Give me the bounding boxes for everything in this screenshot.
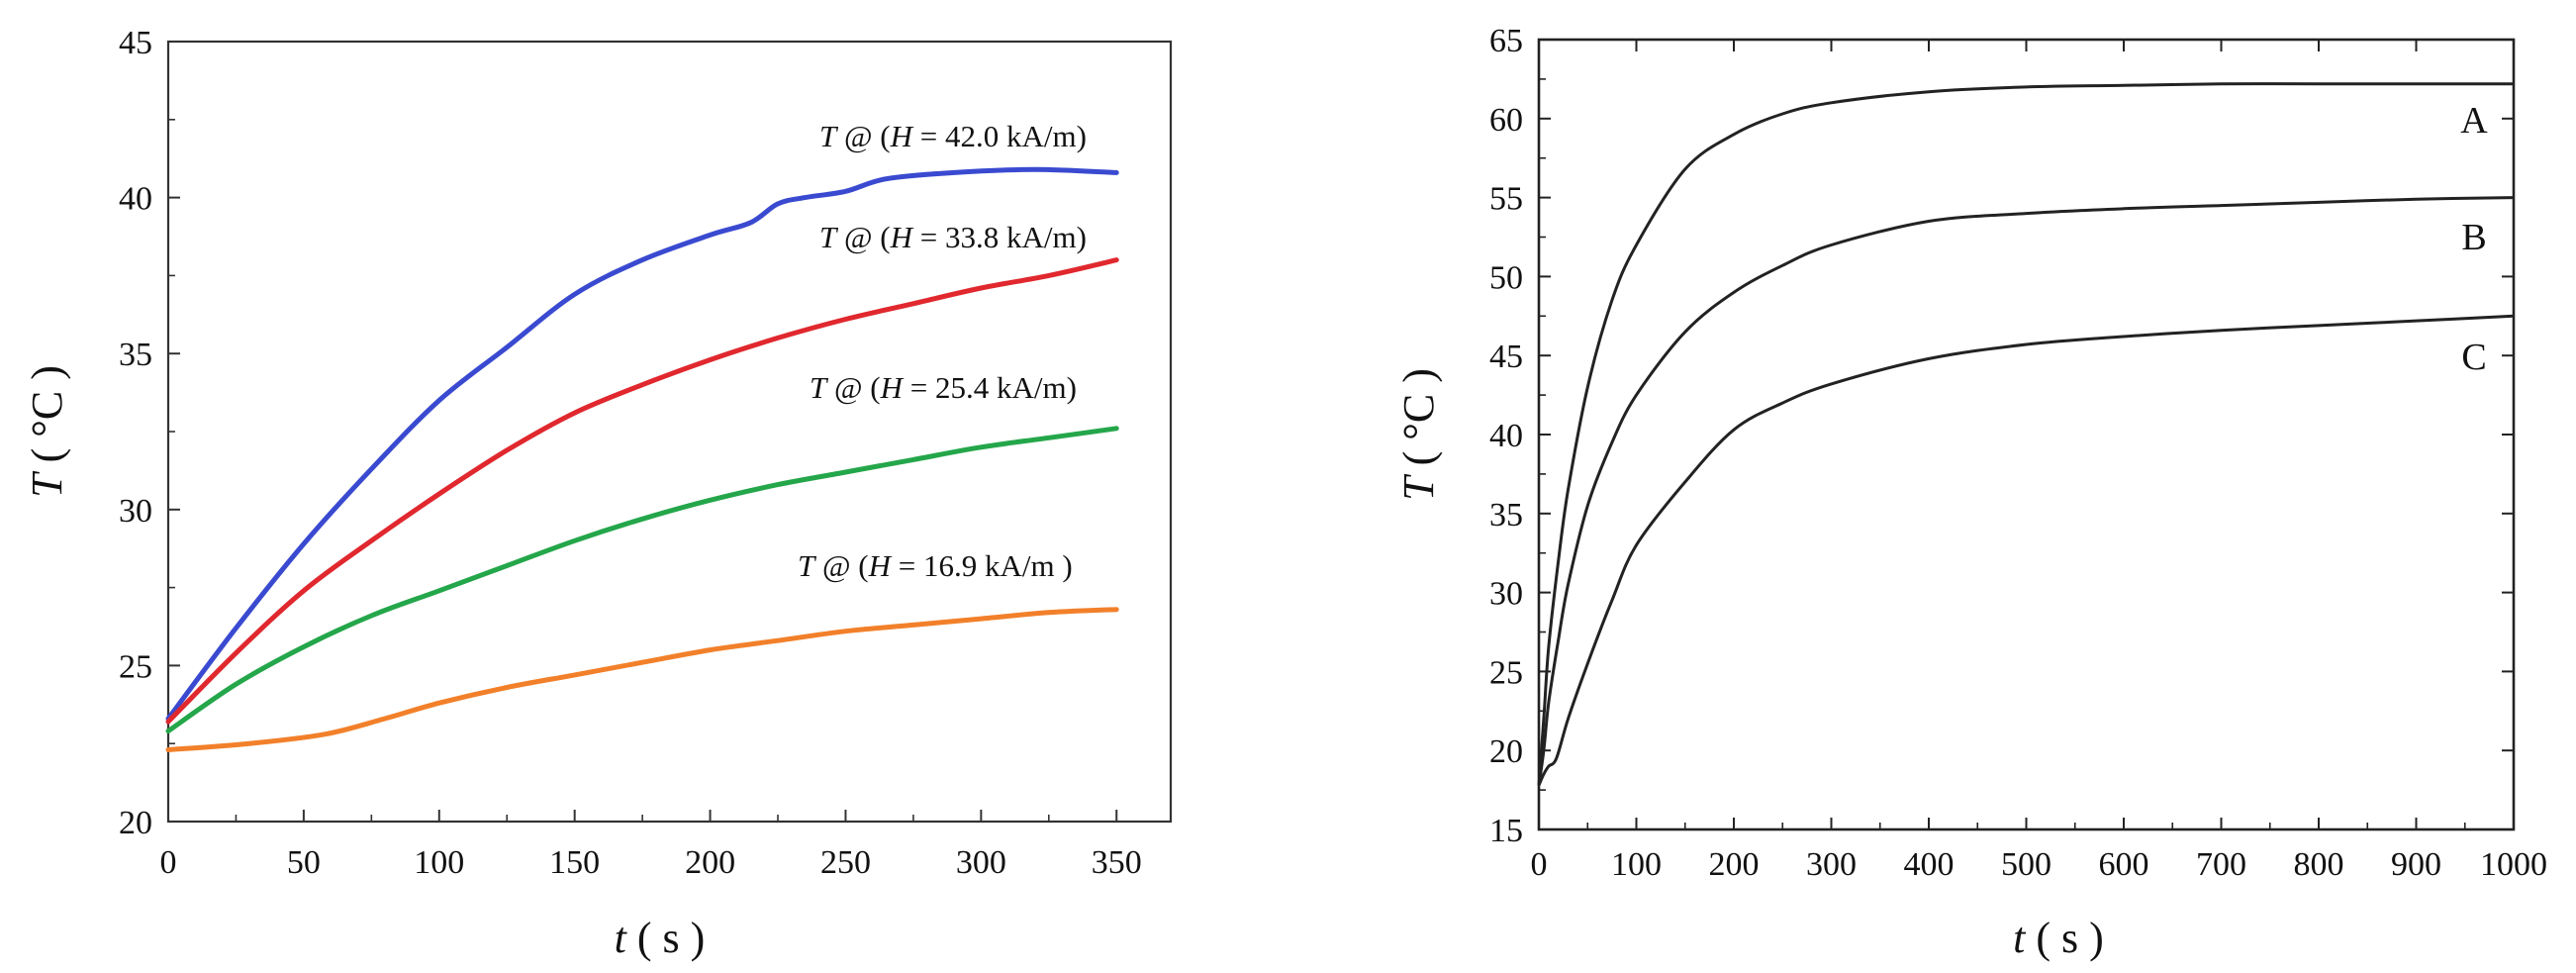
y-tick-label: 35 (119, 337, 152, 373)
x-tick-label: 100 (1611, 846, 1662, 883)
series-label-16.9: T @ (H = 16.9 kA/m ) (798, 548, 1073, 583)
x-tick-label: 200 (685, 844, 735, 881)
y-tick-label: 20 (1489, 733, 1523, 770)
y-tick-label: 25 (1489, 654, 1523, 691)
series-line-25.4 (165, 426, 1119, 734)
x-tick-label: 500 (2001, 846, 2051, 883)
y-tick-label: 30 (119, 493, 152, 530)
left-chart: 20 25 30 35 40 45 0 50 100 150 200 250 300 350 T @ (H … (23, 25, 1173, 962)
x-tick-label: 350 (1092, 844, 1142, 881)
x-tick-label: 0 (160, 844, 177, 881)
series-label-33.8: T @ (H = 33.8 kA/m) (819, 220, 1087, 254)
series-line-16.9 (165, 607, 1119, 752)
x-tick-label: 250 (820, 844, 871, 881)
x-tick-label: 300 (1806, 846, 1857, 883)
y-tick-label: 45 (119, 25, 152, 61)
series-line-42.0 (165, 166, 1119, 722)
x-tick-label: 400 (1904, 846, 1955, 883)
series-line-33.8 (165, 257, 1119, 725)
y-tick-label: 65 (1489, 23, 1523, 59)
x-axis-label: t ( s ) (615, 914, 706, 962)
x-tick-label: 600 (2099, 846, 2149, 883)
x-axis-label: t ( s ) (2013, 914, 2104, 962)
right-chart: 15 20 25 30 35 40 45 50 55 60 65 0 100 200 300 400 500 60… (1394, 23, 2547, 962)
y-axis-label: T ( °C ) (1394, 368, 1443, 501)
y-tick-label: 55 (1489, 181, 1523, 218)
series-label-25.4: T @ (H = 25.4 kA/m) (810, 370, 1077, 405)
x-tick-label: 0 (1531, 846, 1548, 883)
x-tick-label: 1000 (2480, 846, 2547, 883)
series-line-C (1537, 314, 2515, 786)
x-tick-label: 200 (1709, 846, 1760, 883)
y-tick-label: 35 (1489, 497, 1523, 534)
x-tick-label: 800 (2294, 846, 2344, 883)
y-tick-label: 20 (119, 805, 152, 841)
y-tick-label: 25 (119, 648, 152, 685)
series-line-A (1537, 82, 2514, 786)
x-tick-label: 100 (414, 844, 464, 881)
x-tick-label: 150 (549, 844, 600, 881)
y-tick-label: 45 (1489, 339, 1523, 375)
y-tick-label: 40 (119, 181, 152, 218)
x-tick-label: 900 (2391, 846, 2441, 883)
curve-label-C: C (2461, 337, 2486, 378)
x-tick-label: 50 (287, 844, 321, 881)
x-tick-label: 700 (2196, 846, 2246, 883)
y-tick-label: 40 (1489, 418, 1523, 454)
y-tick-label: 60 (1489, 102, 1523, 139)
curve-label-B: B (2461, 217, 2486, 258)
y-tick-label: 15 (1489, 813, 1523, 849)
y-tick-label: 50 (1489, 259, 1523, 296)
series-label-42.0: T @ (H = 42.0 kA/m) (819, 119, 1087, 153)
series-line-B (1537, 196, 2515, 786)
y-tick-label: 30 (1489, 576, 1523, 613)
curve-label-A: A (2460, 100, 2488, 142)
x-tick-label: 300 (956, 844, 1006, 881)
y-axis-label: T ( °C ) (23, 365, 71, 498)
